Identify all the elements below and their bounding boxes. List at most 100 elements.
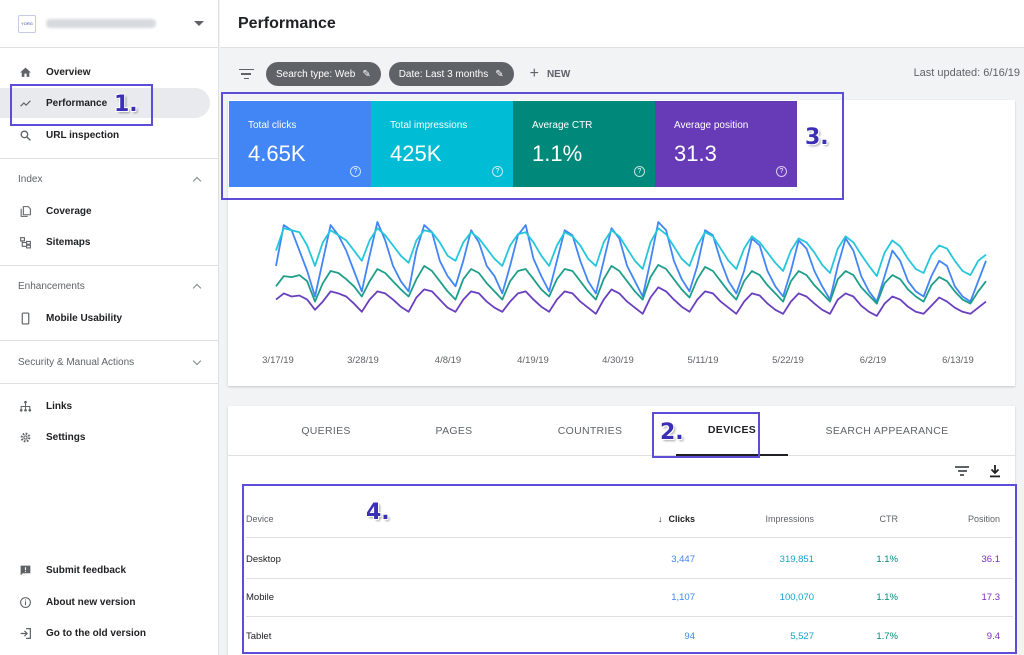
metric-label: Average position	[674, 120, 749, 131]
cell-clicks: 1,107	[671, 592, 695, 603]
table-row[interactable]: Tablet 94 5,527 1.7% 9.4	[246, 617, 1013, 655]
annotation-label-1: 1.	[114, 92, 138, 117]
cell-ctr: 1.7%	[876, 630, 898, 642]
info-icon	[18, 595, 32, 609]
annotation-box-1	[10, 84, 153, 126]
help-icon[interactable]: ?	[492, 166, 503, 177]
nav-sitemaps[interactable]: Sitemaps	[0, 227, 218, 257]
download-icon[interactable]	[989, 464, 1001, 478]
last-updated: Last updated: 6/16/19	[913, 67, 1020, 79]
metric-value: 4.65K	[248, 141, 306, 166]
x-tick-label: 3/28/19	[347, 355, 379, 366]
annotation-label-3: 3.	[805, 125, 829, 150]
plus-icon: +	[529, 65, 539, 82]
nav-performance[interactable]: Performance	[0, 88, 210, 118]
section-index[interactable]: Index	[0, 169, 218, 189]
dropdown-caret-icon[interactable]	[194, 21, 204, 26]
cell-device: Mobile	[246, 592, 274, 603]
performance-line-chart: 3/17/19 3/28/19 4/8/19 4/19/19 4/30/19 5/11/1…	[262, 221, 987, 366]
nav-label: Submit feedback	[46, 564, 127, 576]
nav-overview[interactable]: Overview	[0, 57, 218, 87]
cell-impressions: 5,527	[790, 630, 814, 642]
annotation-box-4	[242, 484, 1017, 654]
phone-icon	[18, 311, 32, 325]
cell-impressions: 100,070	[779, 592, 814, 603]
filter-icon[interactable]	[238, 68, 254, 80]
nav-url-inspection[interactable]: URL inspection	[0, 120, 218, 150]
table-header: Device ↓ Clicks Impressions CTR Position	[246, 500, 1013, 538]
sitemap-icon	[18, 235, 32, 249]
exit-icon	[18, 626, 32, 640]
edit-pencil-icon: ✎	[362, 68, 371, 80]
edit-pencil-icon: ✎	[495, 68, 504, 80]
col-position[interactable]: Position	[967, 513, 1000, 524]
nav-coverage[interactable]: Coverage	[0, 196, 218, 226]
cell-clicks: 3,447	[671, 554, 695, 565]
feedback-icon	[18, 563, 32, 577]
gear-icon	[18, 430, 32, 444]
metric-average-ctr[interactable]: Average CTR 1.1% ?	[513, 101, 655, 187]
cell-impressions: 319,851	[779, 554, 814, 565]
annotation-label-2: 2.	[660, 420, 684, 445]
date-chip[interactable]: Date: Last 3 months ✎	[388, 62, 514, 86]
chevron-up-icon	[192, 283, 202, 292]
col-ctr[interactable]: CTR	[879, 513, 899, 524]
nav-settings[interactable]: Settings	[0, 422, 218, 452]
section-security[interactable]: Security & Manual Actions	[0, 352, 218, 372]
col-clicks[interactable]: ↓ Clicks	[657, 513, 695, 524]
filter-rows-icon[interactable]	[955, 466, 969, 476]
tab-countries[interactable]: COUNTRIES	[557, 425, 623, 437]
tab-pages[interactable]: PAGES	[435, 425, 473, 437]
chevron-down-icon	[192, 356, 202, 365]
nav-label: URL inspection	[46, 129, 120, 141]
metric-total-impressions[interactable]: Total impressions 425K ?	[371, 101, 513, 187]
table-row[interactable]: Desktop 3,447 319,851 1.1% 36.1	[246, 541, 1013, 579]
tab-devices[interactable]: DEVICES	[676, 406, 788, 456]
sidebar: YORG Overview Performance URL inspection…	[0, 0, 219, 655]
search-icon	[18, 128, 32, 142]
nav-label: Performance	[46, 97, 108, 109]
nav-old-version[interactable]: Go to the old version	[0, 618, 218, 648]
x-tick-label: 6/2/19	[860, 355, 886, 366]
cell-clicks: 94	[684, 630, 695, 642]
metric-label: Total impressions	[390, 120, 468, 131]
cell-device: Tablet	[246, 630, 272, 642]
col-impressions[interactable]: Impressions	[765, 513, 814, 524]
nav-links[interactable]: Links	[0, 391, 218, 421]
metric-average-position[interactable]: Average position 31.3 ?	[655, 101, 797, 187]
nav-mobile-usability[interactable]: Mobile Usability	[0, 303, 218, 333]
annotation-box-2	[652, 412, 760, 458]
home-icon	[18, 65, 32, 79]
performance-chart-card: Total clicks 4.65K ? Total impressions 4…	[228, 100, 1015, 386]
cell-position: 36.1	[981, 554, 1001, 565]
tab-search-appearance[interactable]: SEARCH APPEARANCE	[825, 425, 949, 437]
filter-bar: Search type: Web ✎ Date: Last 3 months ✎ +…	[220, 56, 1024, 92]
trending-up-icon	[18, 96, 32, 110]
tab-queries[interactable]: QUERIES	[301, 425, 351, 437]
help-icon[interactable]: ?	[350, 166, 361, 177]
chevron-up-icon	[192, 176, 202, 185]
metric-label: Average CTR	[532, 120, 593, 131]
x-tick-label: 4/30/19	[602, 355, 634, 366]
property-selector[interactable]: YORG	[0, 0, 218, 48]
x-tick-label: 5/11/19	[688, 355, 719, 366]
x-tick-label: 3/17/19	[262, 355, 294, 366]
table-row[interactable]: Mobile 1,107 100,070 1.1% 17.3	[246, 579, 1013, 617]
help-icon[interactable]: ?	[776, 166, 787, 177]
cell-ctr: 1.1%	[876, 592, 898, 603]
nav-label: Overview	[46, 66, 91, 78]
new-filter-button[interactable]: + NEW	[529, 65, 571, 82]
nav-about-new-version[interactable]: About new version	[0, 587, 218, 617]
col-device[interactable]: Device	[246, 513, 274, 524]
help-icon[interactable]: ?	[634, 166, 645, 177]
page-title: Performance	[238, 14, 336, 32]
nav-submit-feedback[interactable]: Submit feedback	[0, 555, 218, 585]
sort-down-arrow-icon: ↓	[657, 513, 663, 524]
search-type-chip[interactable]: Search type: Web ✎	[266, 62, 381, 86]
metric-value: 1.1%	[532, 141, 583, 166]
metric-total-clicks[interactable]: Total clicks 4.65K ?	[229, 101, 371, 187]
metric-value: 425K	[390, 141, 442, 166]
links-icon	[18, 399, 32, 413]
cell-device: Desktop	[246, 554, 281, 565]
section-enhancements[interactable]: Enhancements	[0, 276, 218, 296]
